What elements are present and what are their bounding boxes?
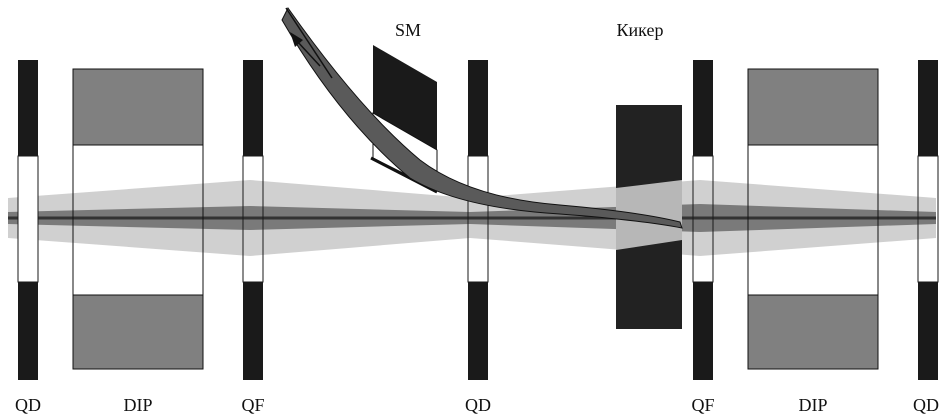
quadrupole-qf-left xyxy=(242,60,264,380)
extracted-beam-trajectory xyxy=(281,7,683,229)
dipole-right xyxy=(747,68,879,370)
label-dip-left: DIP xyxy=(123,395,152,415)
label-septum: SM xyxy=(395,20,421,40)
label-qd-left: QD xyxy=(15,395,41,415)
beam-direction-arrow xyxy=(290,32,321,67)
quadrupole-qd-left xyxy=(17,60,39,380)
label-kicker: Кикер xyxy=(617,20,664,40)
label-qf-left: QF xyxy=(241,395,264,415)
trajectory-edge-line xyxy=(285,7,333,79)
quadrupole-qd-right xyxy=(917,60,939,380)
label-qd-right: QD xyxy=(913,395,939,415)
label-qf-right: QF xyxy=(691,395,714,415)
quadrupole-qd-center xyxy=(467,60,489,380)
dipole-left xyxy=(72,68,204,370)
label-qd-center: QD xyxy=(465,395,491,415)
label-dip-right: DIP xyxy=(798,395,827,415)
quadrupole-qf-right xyxy=(692,60,714,380)
